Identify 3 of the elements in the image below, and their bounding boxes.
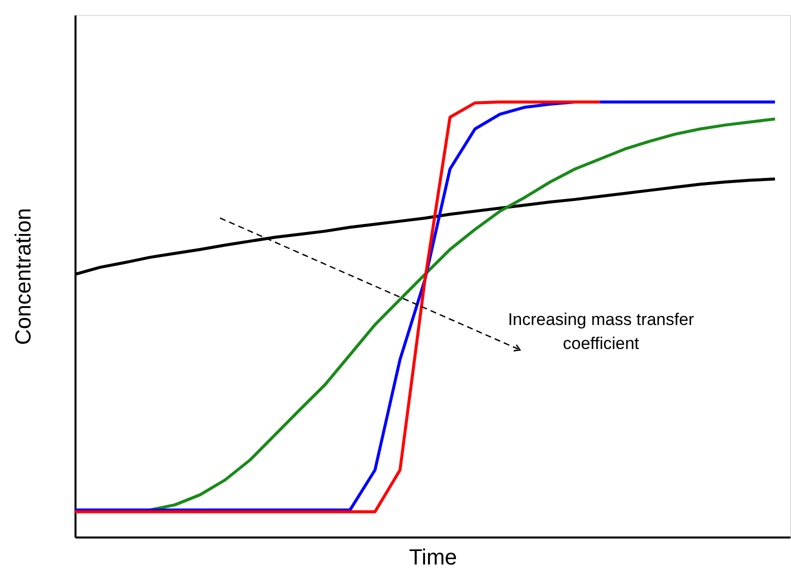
y-axis-title: Concentration bbox=[10, 208, 36, 345]
annotation: Increasing mass transfer coefficient bbox=[508, 310, 694, 353]
x-axis-title: Time bbox=[408, 544, 458, 570]
